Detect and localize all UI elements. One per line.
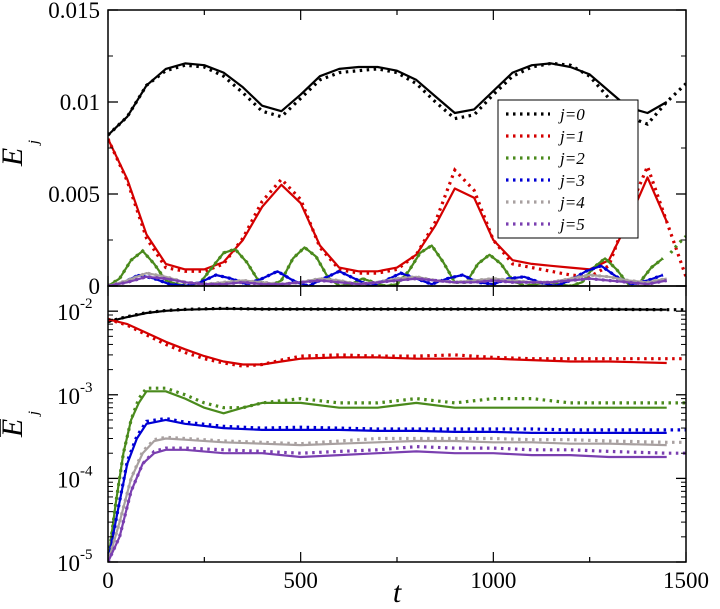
bottom-xlabel: t [393, 576, 402, 609]
top-series-j1-line [108, 138, 668, 273]
bottom-ytick-label-base: 10 [57, 551, 80, 576]
bottom-ytick-label-base: 10 [57, 467, 80, 492]
axis-labels: EjEjt [0, 140, 402, 609]
legend-label: j=5 [558, 215, 585, 234]
bottom-series-group [108, 306, 686, 562]
legend-box [497, 99, 639, 239]
top-ylabel-subscript: j [26, 140, 42, 146]
bottom-panel: 10 -510 -410 -310 -20 500 1000 1500 [57, 285, 709, 593]
legend-label: j=2 [558, 149, 585, 168]
legend-label: j=0 [558, 105, 585, 124]
bottom-series-j5-line [108, 448, 667, 562]
bottom-ytick-label-base: 10 [57, 384, 80, 409]
bottom-series-j0-dotted [108, 306, 686, 324]
bottom-ytick-label-exponent: -5 [80, 547, 93, 563]
bottom-series-j1-dotted [108, 317, 686, 368]
legend-label: j=1 [558, 127, 585, 146]
bottom-ytick-label-exponent: -3 [80, 380, 93, 396]
bottom-ytick-label-exponent: -4 [80, 463, 93, 479]
top-series-j2-dotted-extra [669, 235, 686, 254]
top-ytick-label: 0 [89, 274, 101, 299]
top-ytick-label: 0.015 [48, 0, 100, 23]
bottom-xtick-label: 1000 [470, 568, 516, 593]
bottom-xtick-label: 1500 [663, 568, 709, 593]
bottom-ylabel-subscript: j [26, 411, 42, 417]
top-ytick-label: 0.01 [60, 90, 100, 115]
top-series-j0-line [108, 62, 668, 136]
top-ytick-label: 0.005 [48, 182, 100, 207]
top-series-j0-dotted [108, 61, 686, 137]
legend: j=0 j=1 j=2 j=3 j=4 j=5 [497, 99, 639, 239]
legend-label: j=3 [558, 171, 585, 190]
top-panel: 0 0.005 0.01 0.015 [48, 0, 687, 299]
bottom-series-j4-line [108, 437, 667, 562]
top-series-j5-dotted [108, 275, 668, 286]
bottom-ytick-label-exponent: -2 [80, 296, 93, 312]
bottom-ylabel: E [0, 419, 29, 438]
bottom-ytick-label-base: 10 [57, 300, 80, 325]
top-series-j1-dotted [108, 138, 686, 279]
bottom-xtick-label: 0 [102, 568, 114, 593]
legend-label: j=4 [558, 193, 585, 212]
bottom-series-j5-dotted [108, 444, 686, 562]
top-ylabel: E [0, 148, 29, 167]
top-series-group [108, 61, 686, 286]
bottom-xtick-label: 500 [283, 568, 318, 593]
bottom-series-j2-dotted [108, 386, 686, 562]
bottom-series-j2-line [108, 390, 667, 562]
